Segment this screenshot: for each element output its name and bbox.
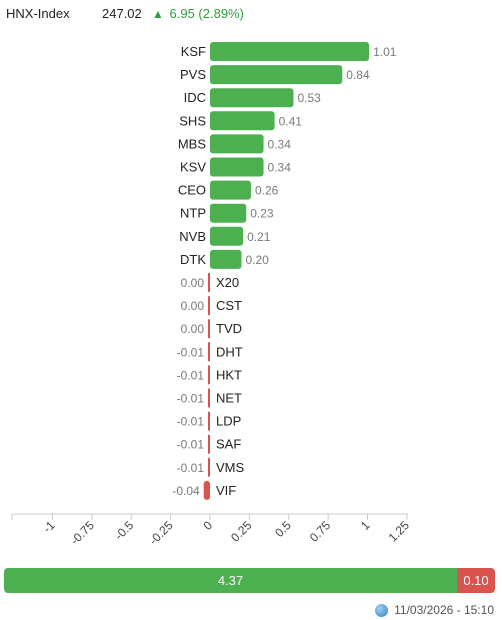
- bar-vms: [208, 457, 210, 477]
- value-label: 1.01: [373, 45, 397, 59]
- category-label: CST: [216, 298, 242, 313]
- value-label: -0.01: [177, 438, 205, 452]
- value-label: 0.41: [279, 114, 303, 128]
- category-label: NET: [216, 391, 242, 406]
- bar-ntp: [210, 203, 247, 223]
- x-tick-label: -1: [40, 518, 58, 536]
- value-label: 0.34: [268, 161, 292, 175]
- category-label: HKT: [216, 367, 242, 382]
- value-label: 0.53: [297, 91, 321, 105]
- bar-cst: [208, 296, 210, 316]
- change-text: 6.95 (2.89%): [169, 6, 244, 21]
- index-value: 247.02: [102, 6, 142, 21]
- bar-hkt: [208, 365, 210, 385]
- bar-ldp: [208, 411, 210, 431]
- bar-pvs: [210, 65, 343, 85]
- category-label: VMS: [216, 460, 245, 475]
- value-label: -0.01: [177, 392, 205, 406]
- breadth-bar: 4.37 0.10: [4, 568, 495, 593]
- timestamp: 11/03/2026 - 15:10: [394, 603, 494, 617]
- bar-dtk: [210, 249, 242, 269]
- bar-idc: [210, 88, 294, 108]
- category-label: KSV: [180, 160, 206, 175]
- category-label: DTK: [180, 252, 206, 267]
- category-label: SAF: [216, 437, 241, 452]
- footer: 11/03/2026 - 15:10: [375, 603, 494, 617]
- value-label: -0.01: [177, 368, 205, 382]
- bar-net: [208, 388, 210, 408]
- x-tick-label: -0.25: [147, 518, 176, 547]
- x-tick-label: 0.5: [272, 518, 294, 540]
- value-label: 0.26: [255, 184, 279, 198]
- value-label: 0.00: [181, 299, 205, 313]
- value-label: -0.01: [177, 345, 205, 359]
- category-label: CEO: [178, 183, 206, 198]
- bar-shs: [210, 111, 275, 131]
- x-tick-label: 0: [200, 518, 215, 533]
- value-label: 0.34: [268, 137, 292, 151]
- category-label: LDP: [216, 414, 241, 429]
- value-label: -0.01: [177, 461, 205, 475]
- value-label: 0.00: [181, 322, 205, 336]
- bar-nvb: [210, 226, 244, 246]
- x-tick-label: 0.25: [228, 518, 255, 545]
- value-label: -0.01: [177, 415, 205, 429]
- bar-tvd: [208, 319, 210, 339]
- value-label: 0.21: [247, 230, 271, 244]
- value-label: 0.84: [346, 68, 370, 82]
- bar-mbs: [210, 134, 264, 154]
- x-tick-label: 0.75: [307, 518, 334, 545]
- bar-ksf: [210, 42, 370, 61]
- value-label: 0.23: [250, 207, 274, 221]
- category-label: TVD: [216, 321, 242, 336]
- category-label: NVB: [179, 229, 206, 244]
- category-label: SHS: [179, 113, 206, 128]
- contribution-chart: KSF 1.01 PVS 0.84 IDC 0.53 SHS 0.41 MBS 0.34 KSV 0.…: [11, 42, 413, 547]
- category-label: MBS: [178, 136, 207, 151]
- index-header: HNX-Index 247.02: [6, 6, 142, 21]
- bar-ceo: [210, 180, 251, 200]
- index-name: HNX-Index: [6, 6, 70, 21]
- x-tick-label: -0.5: [112, 518, 137, 543]
- category-label: X20: [216, 275, 239, 290]
- breadth-down-segment: 0.10: [457, 568, 495, 593]
- category-label: VIF: [216, 483, 236, 498]
- category-label: NTP: [180, 206, 206, 221]
- x-tick-label: 1: [358, 518, 373, 533]
- up-arrow-icon: ▲: [152, 7, 164, 21]
- globe-icon: [375, 603, 389, 617]
- index-change: ▲ 6.95 (2.89%): [152, 6, 244, 21]
- x-tick-label: -0.75: [68, 518, 97, 547]
- value-label: 0.00: [181, 276, 205, 290]
- category-label: DHT: [216, 344, 243, 359]
- breadth-up-segment: 4.37: [4, 568, 457, 593]
- x-tick-label: 1.25: [386, 518, 413, 545]
- value-label: 0.20: [246, 253, 270, 267]
- bar-x20: [208, 273, 210, 292]
- category-label: PVS: [180, 67, 206, 82]
- category-label: IDC: [184, 90, 206, 105]
- value-label: -0.04: [172, 484, 200, 498]
- category-label: KSF: [181, 44, 206, 59]
- bar-vif: [203, 480, 210, 500]
- bar-ksv: [210, 157, 264, 177]
- bar-dht: [208, 342, 210, 362]
- bar-saf: [208, 434, 210, 454]
